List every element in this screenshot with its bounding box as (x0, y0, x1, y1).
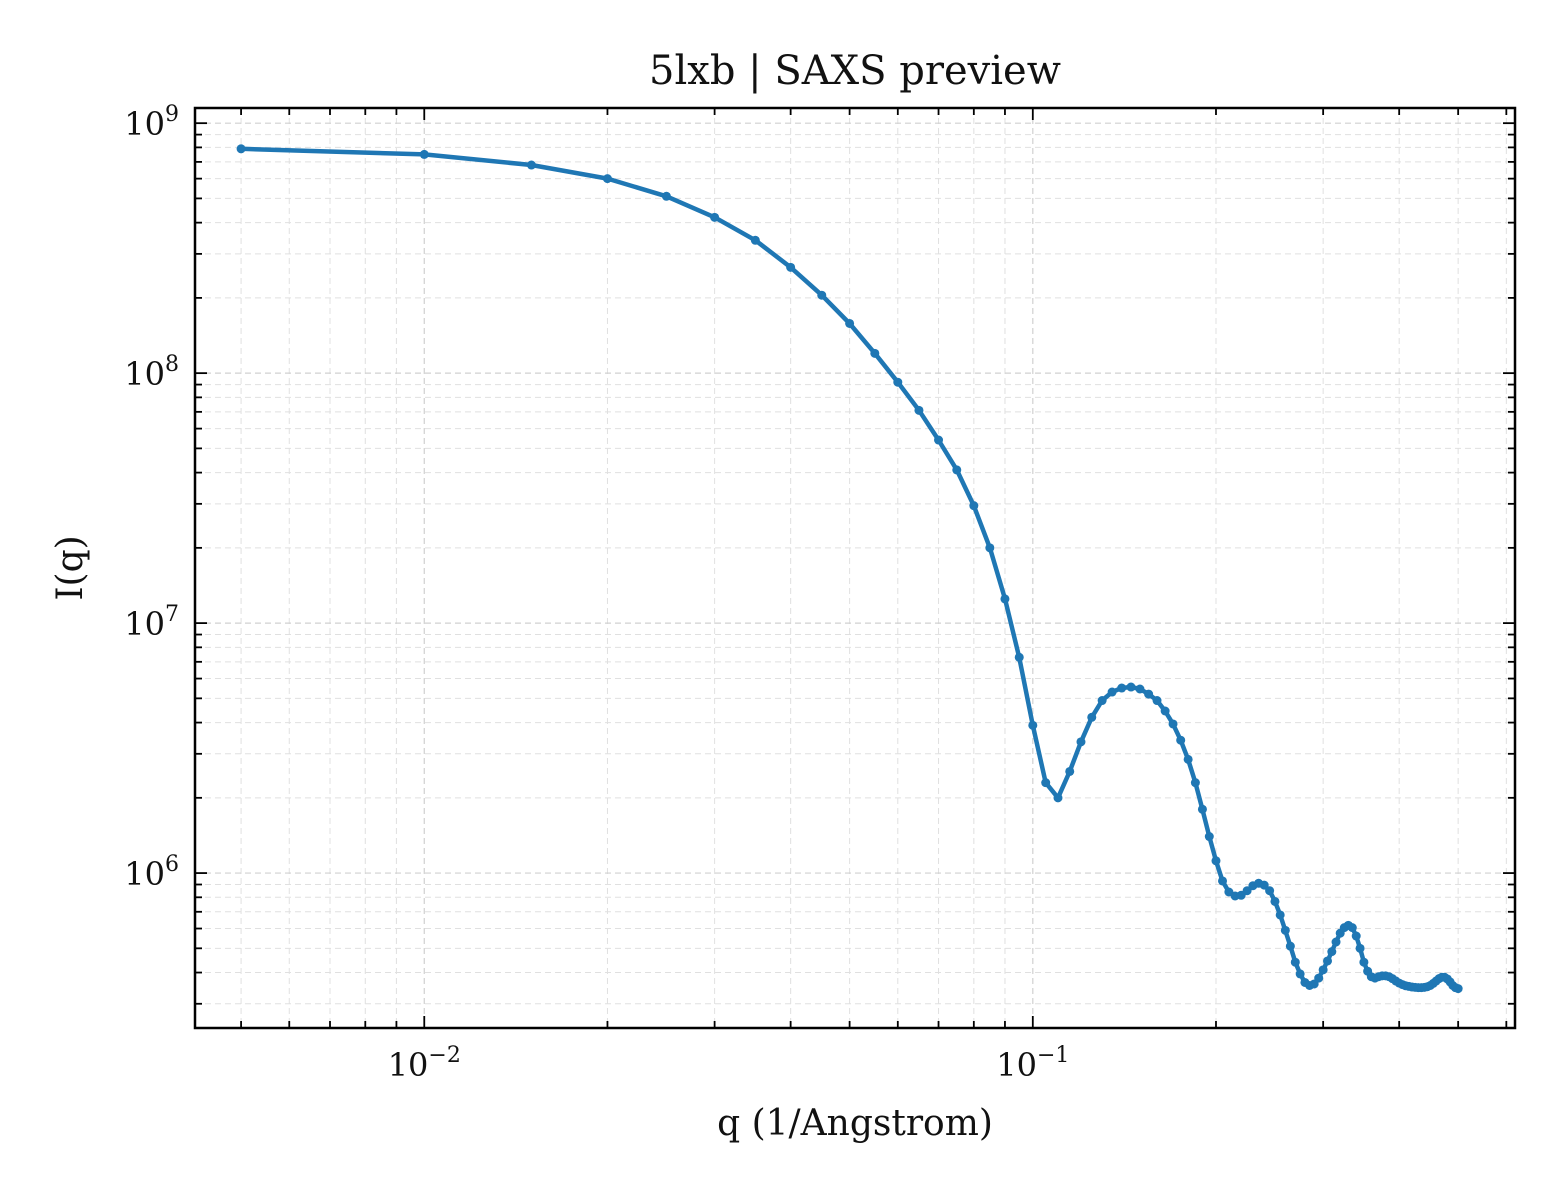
data-series (236, 144, 1463, 994)
data-point (1259, 880, 1269, 890)
data-point (1295, 969, 1305, 979)
y-tick-label: 109 (124, 102, 179, 143)
data-point (1290, 957, 1300, 967)
data-point (1097, 696, 1107, 706)
data-point (1323, 956, 1333, 966)
data-point (786, 262, 796, 272)
data-point (1117, 683, 1127, 693)
data-point (870, 348, 880, 358)
data-point (1314, 973, 1324, 983)
y-tick-label: 107 (124, 602, 179, 643)
data-point (1053, 793, 1063, 803)
grid-lines (195, 108, 1515, 1028)
data-point (1065, 766, 1075, 776)
data-point (893, 377, 903, 387)
data-point (969, 501, 979, 511)
data-point (817, 290, 827, 300)
data-point (526, 160, 536, 170)
data-point (1176, 735, 1186, 745)
data-point (845, 318, 855, 328)
data-point (1028, 720, 1038, 730)
data-point (1190, 778, 1200, 788)
data-point (1347, 923, 1357, 933)
data-point (1211, 856, 1221, 866)
y-tick-label: 108 (124, 352, 179, 393)
data-point (236, 144, 246, 154)
data-point (934, 435, 944, 445)
data-point (710, 212, 720, 222)
tick-labels: 10−2 10−1 106 107 108 109 (124, 102, 1069, 1084)
data-point (1168, 719, 1178, 729)
data-point (1087, 712, 1097, 722)
chart-title: 5lxb | SAXS preview (649, 48, 1061, 94)
data-point (1135, 684, 1145, 694)
plot-frame (193, 106, 1517, 1030)
data-point (1285, 941, 1295, 951)
data-point (419, 149, 429, 159)
data-point (985, 543, 995, 553)
data-point (1270, 896, 1280, 906)
y-tick-label: 106 (124, 852, 179, 893)
data-point (1014, 652, 1024, 662)
data-point (1355, 943, 1365, 953)
data-point (1107, 687, 1117, 697)
data-point (1160, 706, 1170, 716)
data-point (1197, 804, 1207, 814)
x-axis-label: q (1/Angstrom) (717, 1103, 993, 1144)
axis-ticks (195, 108, 1515, 1028)
data-point (1280, 925, 1290, 935)
data-point (1144, 689, 1154, 699)
data-point (1126, 682, 1136, 692)
x-tick-label: 10−1 (996, 1043, 1069, 1084)
x-tick-label: 10−2 (388, 1043, 461, 1084)
data-point (1204, 832, 1214, 842)
data-point (952, 465, 962, 475)
data-point (1327, 947, 1337, 957)
data-point (1076, 737, 1086, 747)
y-axis-label: I(q) (50, 535, 91, 600)
data-point (1359, 957, 1369, 967)
data-point (661, 191, 671, 201)
data-point (1041, 778, 1051, 788)
data-point (914, 405, 924, 415)
data-point (1218, 876, 1228, 886)
data-point (1000, 594, 1010, 604)
data-point (750, 235, 760, 245)
data-point (1183, 754, 1193, 764)
data-point (1152, 696, 1162, 706)
data-point (1265, 886, 1275, 896)
data-point (1331, 937, 1341, 947)
data-point (1318, 965, 1328, 975)
data-point (1275, 910, 1285, 920)
data-point (1453, 984, 1463, 994)
data-point (1351, 931, 1361, 941)
data-point (602, 174, 612, 184)
